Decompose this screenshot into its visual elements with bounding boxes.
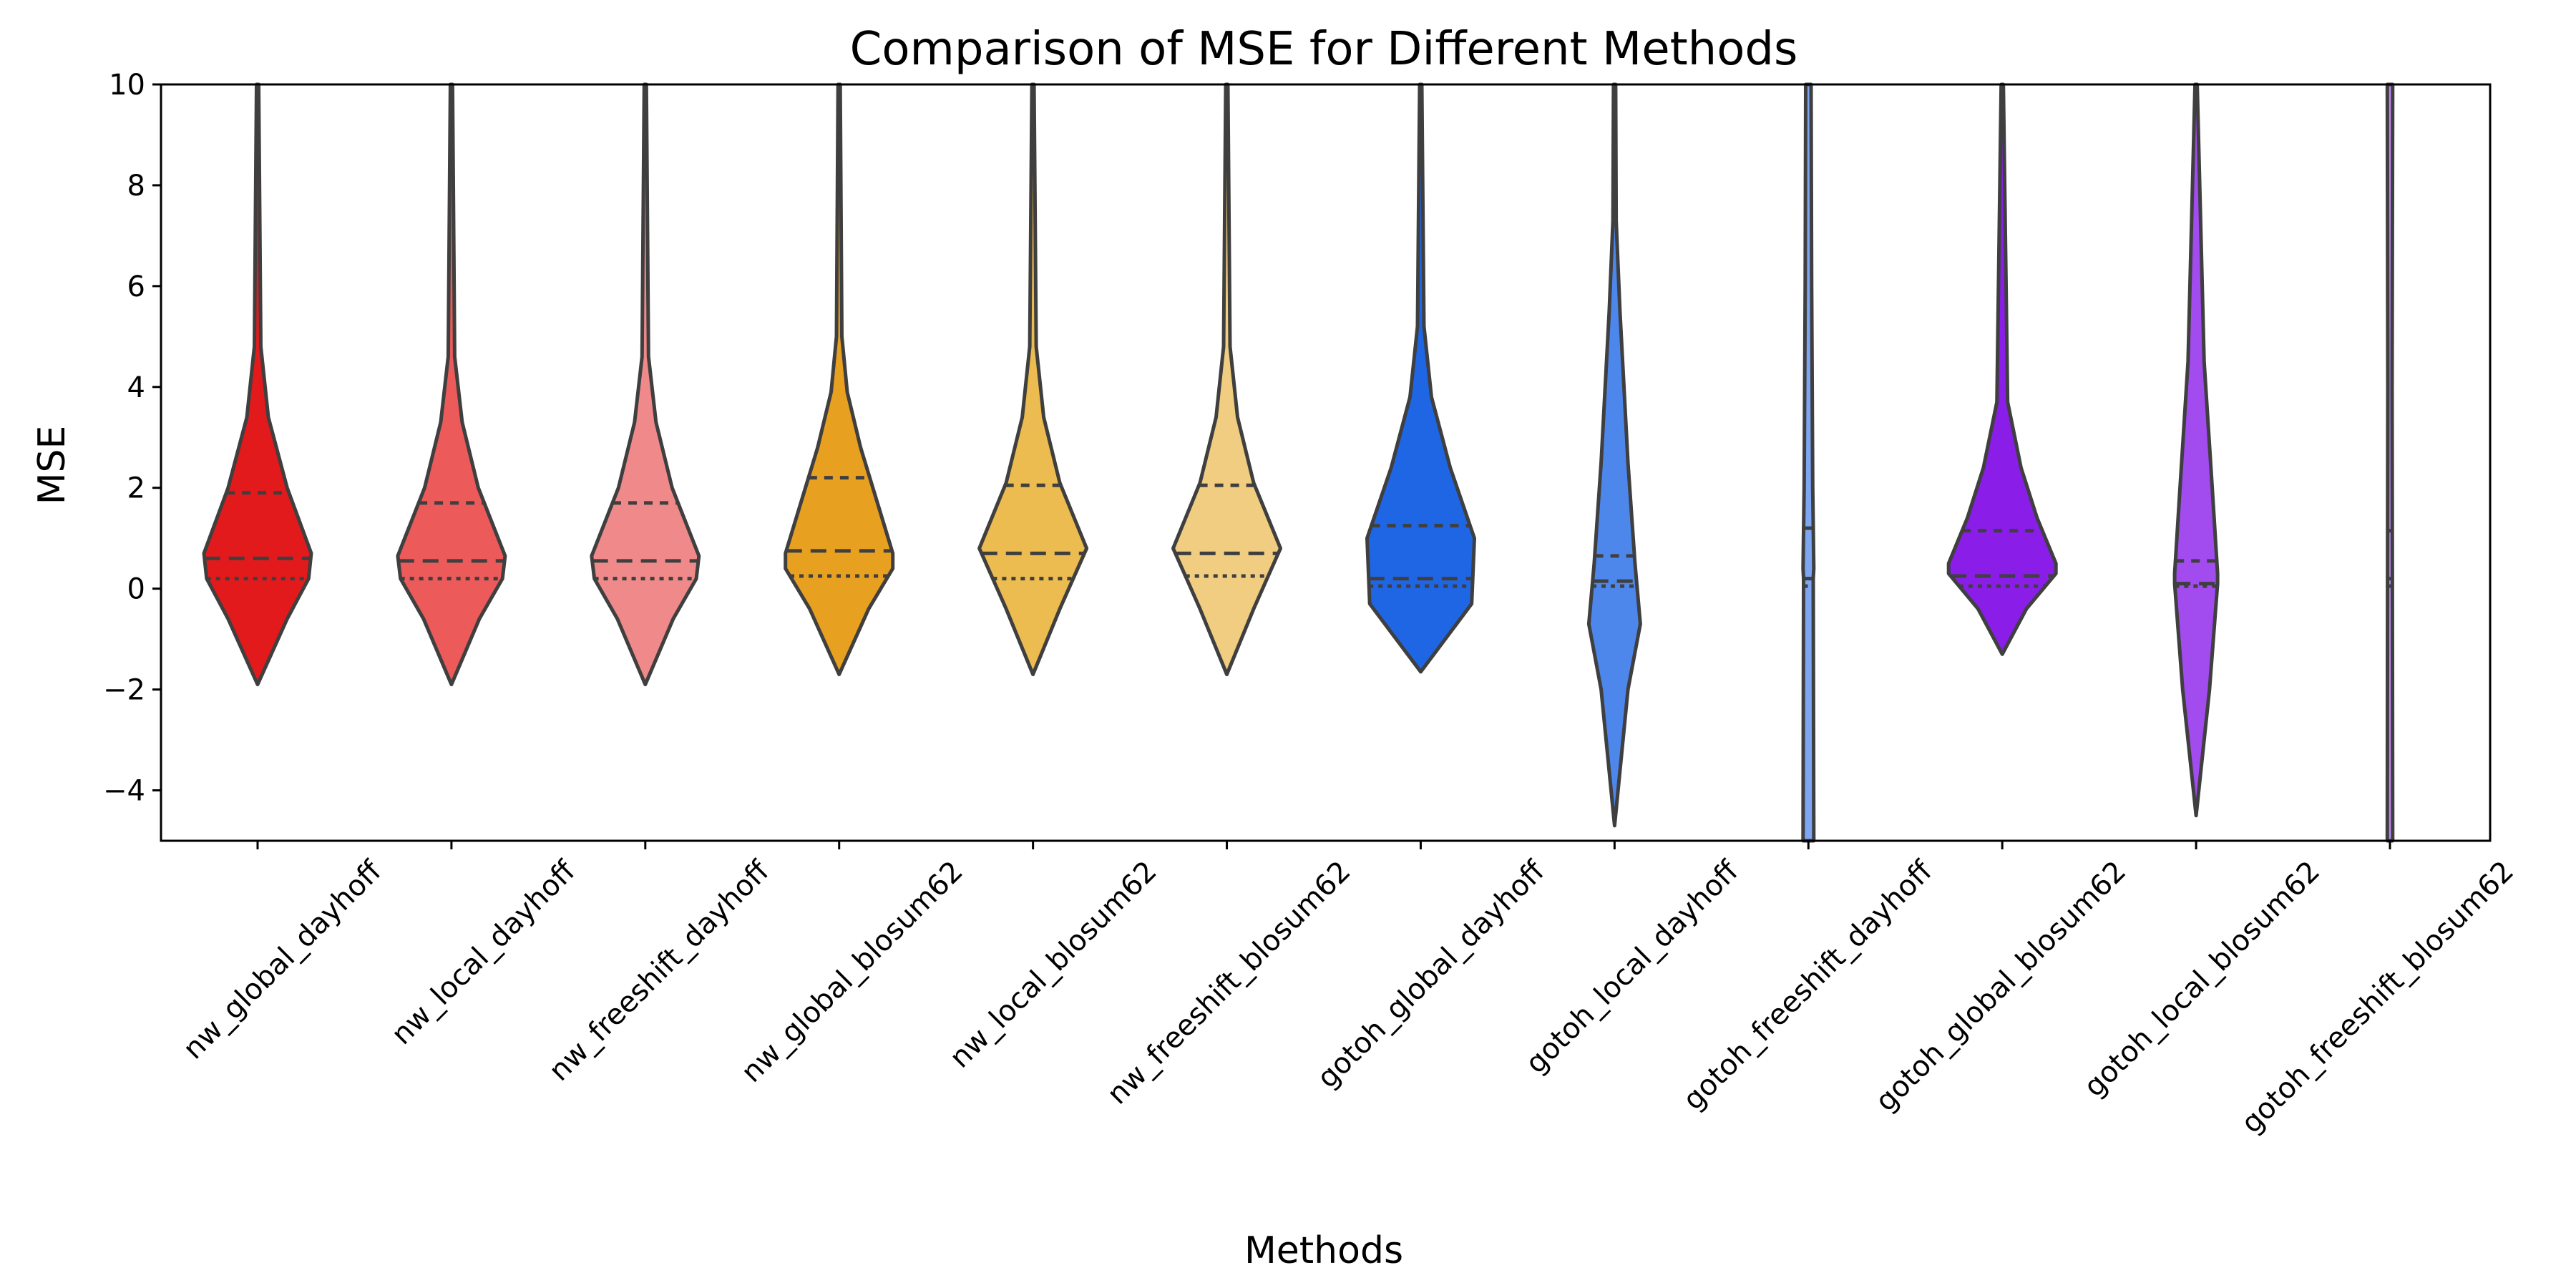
violin-body <box>396 82 507 687</box>
x-tick-label: gotoh_global_dayhoff <box>1311 854 1551 1095</box>
x-tick-label: gotoh_local_dayhoff <box>1519 854 1745 1080</box>
violin-body <box>784 82 895 676</box>
violin-body <box>1365 82 1476 674</box>
violin-body <box>2385 82 2395 843</box>
y-tick-label: 8 <box>127 170 145 203</box>
y-tick-label: 6 <box>127 270 145 303</box>
violin-body <box>590 82 701 687</box>
y-tick-label: 0 <box>127 573 145 606</box>
x-tick-label: nw_global_blosum62 <box>735 855 969 1089</box>
chart-title: Comparison of MSE for Different Methods <box>850 23 1798 76</box>
x-tick-label: nw_local_dayhoff <box>385 854 582 1052</box>
x-tick-label: nw_local_blosum62 <box>944 855 1163 1075</box>
violin-body <box>1946 82 2058 656</box>
violin-body <box>202 82 313 687</box>
violin-body <box>1171 82 1282 676</box>
y-axis-title: MSE <box>31 426 74 505</box>
x-tick-label: nw_global_dayhoff <box>177 854 389 1066</box>
violin-body <box>977 82 1089 676</box>
y-tick-label: −4 <box>103 775 145 808</box>
violin-body <box>1801 82 1816 843</box>
violin-body <box>2172 82 2220 818</box>
violin-body <box>1586 82 1642 828</box>
plot-frame <box>160 83 2492 842</box>
y-tick-label: 4 <box>127 371 145 404</box>
x-tick-label: nw_freeshift_dayhoff <box>542 854 776 1088</box>
y-tick-label: 2 <box>127 472 145 505</box>
y-tick-label: 10 <box>109 69 145 102</box>
y-tick-label: −2 <box>103 674 145 707</box>
x-axis-title: Methods <box>1244 1229 1403 1272</box>
